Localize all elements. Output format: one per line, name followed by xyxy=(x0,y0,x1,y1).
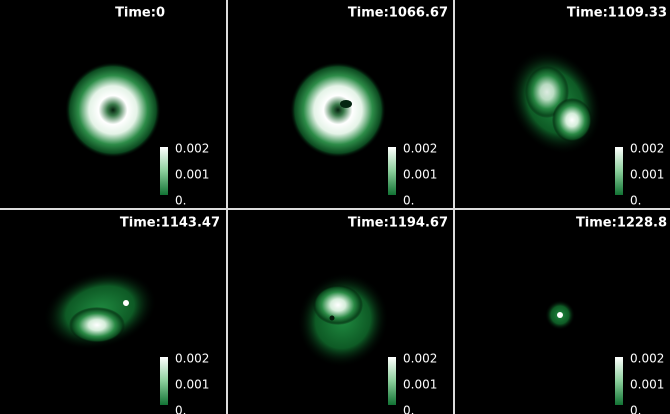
panel: Time:1109.33 0.002 0.001 0. xyxy=(455,0,670,208)
colorbar xyxy=(615,357,623,405)
colorbar-tick-label: 0. xyxy=(403,404,414,414)
field xyxy=(65,62,161,158)
panel: Time:1194.67 0.002 0.001 0. xyxy=(228,210,453,414)
core xyxy=(123,300,129,306)
colorbar xyxy=(388,357,396,405)
core xyxy=(557,312,563,318)
colorbar-tick-label: 0.001 xyxy=(630,378,664,392)
lobe xyxy=(69,307,125,343)
colorbar xyxy=(615,147,623,195)
time-label: Time:1143.47 xyxy=(120,216,220,231)
core xyxy=(330,316,335,321)
colorbar-tick-label: 0.001 xyxy=(403,378,437,392)
colorbar xyxy=(388,147,396,195)
lobe xyxy=(313,285,363,325)
colorbar-tick-label: 0.002 xyxy=(175,352,209,366)
time-label: Time:1109.33 xyxy=(567,6,667,21)
colorbar-tick-label: 0.001 xyxy=(175,168,209,182)
colorbar-tick-label: 0.002 xyxy=(403,352,437,366)
time-label: Time:0 xyxy=(115,6,165,21)
time-label: Time:1228.8 xyxy=(576,216,667,231)
figure: Time:0 0.002 0.001 0. Time:1066.67 0.002 0.001… xyxy=(0,0,670,414)
colorbar-tick-label: 0.002 xyxy=(175,142,209,156)
panel: Time:1066.67 0.002 0.001 0. xyxy=(228,0,453,208)
panel: Time:1228.8 0.002 0.001 0. xyxy=(455,210,670,414)
colorbar-tick-label: 0.001 xyxy=(630,168,664,182)
colorbar-tick-label: 0.002 xyxy=(630,142,664,156)
colorbar-tick-label: 0.001 xyxy=(403,168,437,182)
colorbar-tick-label: 0. xyxy=(630,404,641,414)
field xyxy=(290,62,386,158)
time-label: Time:1066.67 xyxy=(348,6,448,21)
colorbar-tick-label: 0.001 xyxy=(175,378,209,392)
panel: Time:1143.47 0.002 0.001 0. xyxy=(0,210,226,414)
colorbar xyxy=(160,147,168,195)
time-label: Time:1194.67 xyxy=(348,216,448,231)
panel: Time:0 0.002 0.001 0. xyxy=(0,0,226,208)
colorbar-tick-label: 0. xyxy=(175,194,186,208)
colorbar xyxy=(160,357,168,405)
core xyxy=(340,100,352,108)
colorbar-tick-label: 0. xyxy=(403,194,414,208)
colorbar-tick-label: 0. xyxy=(630,194,641,208)
colorbar-tick-label: 0.002 xyxy=(403,142,437,156)
colorbar-tick-label: 0.002 xyxy=(630,352,664,366)
lobe xyxy=(552,98,592,142)
colorbar-tick-label: 0. xyxy=(175,404,186,414)
